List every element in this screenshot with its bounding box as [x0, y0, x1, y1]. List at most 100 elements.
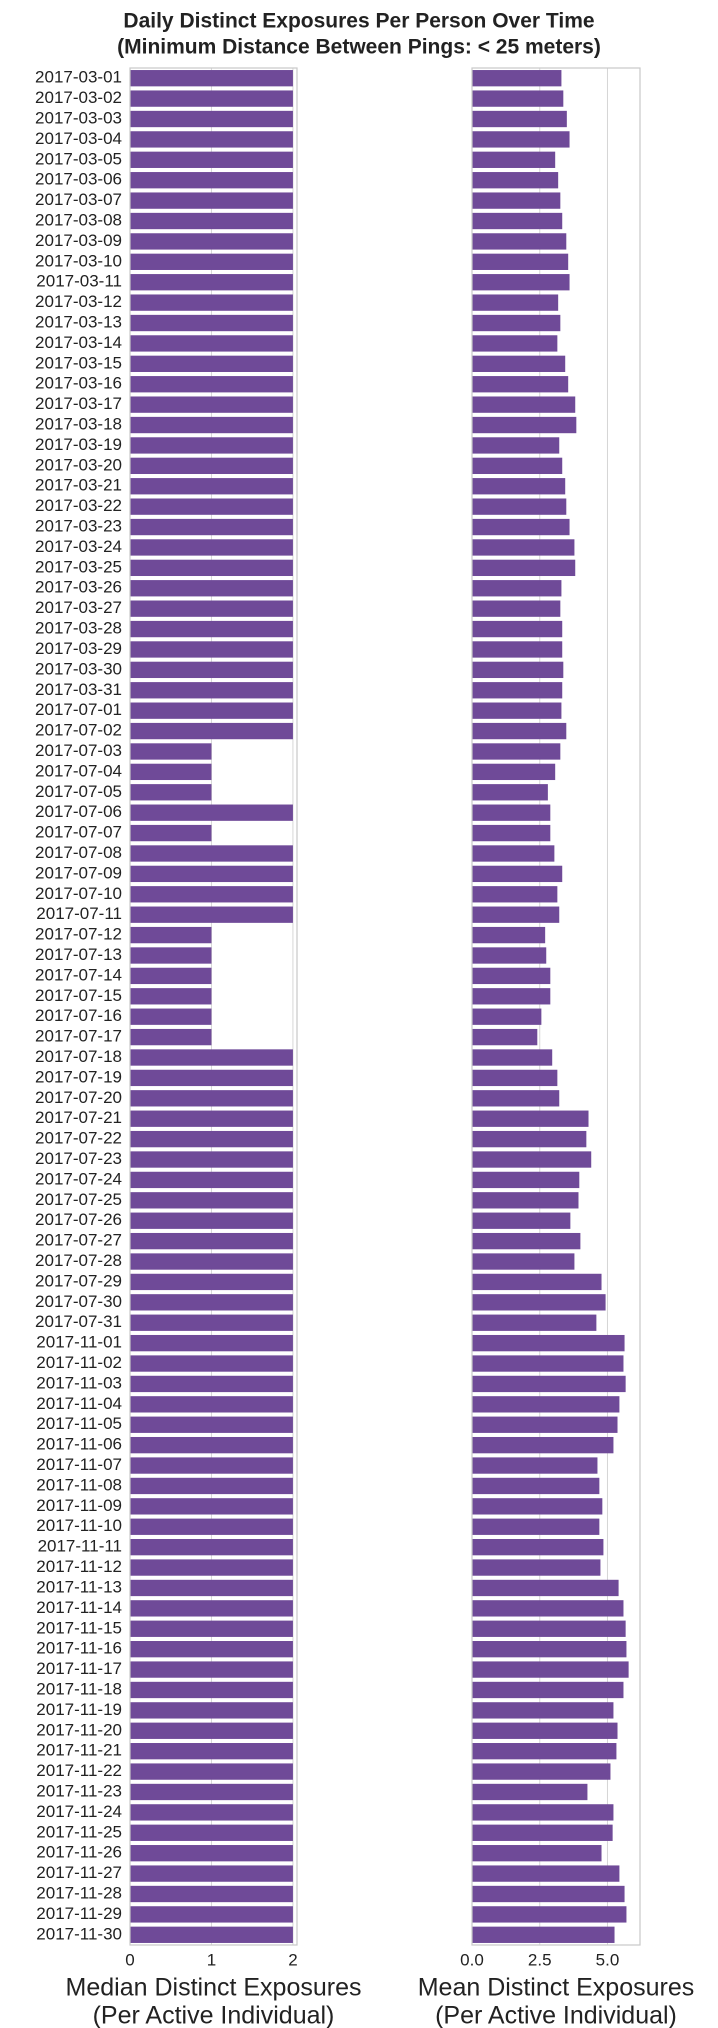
bar	[472, 988, 551, 1005]
bar	[472, 1641, 627, 1658]
y-tick-label: 2017-07-12	[35, 925, 122, 944]
y-tick-label: 2017-11-01	[36, 1333, 122, 1352]
bar	[130, 1355, 293, 1372]
bar	[472, 824, 551, 842]
y-tick-label: 2017-07-08	[35, 843, 122, 862]
bar	[472, 1130, 587, 1148]
chart-subtitle: (Minimum Distance Between Pings: < 25 me…	[117, 36, 601, 59]
bar	[130, 172, 293, 189]
bar	[472, 294, 559, 311]
y-tick-label: 2017-07-30	[35, 1292, 122, 1311]
y-tick-label: 2017-07-17	[35, 1027, 122, 1046]
y-tick-label: 2017-11-29	[36, 1904, 122, 1923]
bar	[130, 988, 212, 1005]
y-tick-label: 2017-07-15	[35, 986, 122, 1005]
bar	[130, 192, 293, 209]
bar	[130, 416, 293, 434]
y-tick-label: 2017-07-22	[35, 1129, 122, 1148]
y-tick-label: 2017-11-12	[36, 1557, 122, 1576]
y-tick-label: 2017-11-08	[36, 1475, 122, 1494]
y-tick-label: 2017-11-26	[36, 1843, 122, 1862]
bar	[130, 1232, 293, 1250]
y-tick-label: 2017-11-21	[36, 1741, 122, 1760]
bar	[130, 580, 293, 597]
bar	[130, 682, 293, 699]
axes-frame	[129, 67, 298, 1946]
y-tick-label: 2017-11-27	[36, 1863, 122, 1882]
bar	[130, 437, 293, 454]
bar	[472, 1110, 589, 1127]
bar	[472, 1436, 614, 1454]
y-tick-label: 2017-11-15	[36, 1618, 122, 1637]
bar	[130, 70, 293, 87]
y-tick-label: 2017-03-11	[36, 272, 122, 291]
bar	[472, 518, 570, 536]
y-tick-label: 2017-11-17	[36, 1659, 122, 1678]
bar	[472, 376, 569, 393]
y-tick-label: 2017-11-16	[36, 1639, 122, 1658]
bar	[130, 1069, 293, 1087]
bar	[130, 1538, 293, 1556]
bar	[472, 1396, 620, 1413]
bar	[472, 1559, 601, 1576]
y-tick-label: 2017-07-18	[35, 1047, 122, 1066]
y-tick-label: 2017-03-04	[35, 129, 122, 148]
y-tick-label: 2017-07-20	[35, 1088, 122, 1107]
bar	[130, 1681, 293, 1699]
y-tick-label: 2017-03-10	[35, 251, 122, 270]
bar	[472, 1049, 553, 1066]
x-tick-label: 1	[207, 1950, 216, 1969]
bar	[472, 1334, 625, 1352]
bar	[130, 131, 293, 148]
bar	[130, 1375, 293, 1393]
y-tick-label: 2017-03-14	[35, 333, 122, 352]
bar	[472, 661, 564, 679]
y-tick-label: 2017-03-22	[35, 496, 122, 515]
bar	[130, 886, 293, 903]
bar	[472, 1518, 600, 1535]
bar	[130, 1212, 293, 1229]
y-tick-label: 2017-11-24	[36, 1802, 122, 1821]
y-tick-label: 2017-07-07	[35, 823, 122, 842]
bar	[472, 1151, 592, 1168]
bar	[130, 1702, 293, 1719]
bar	[472, 1212, 571, 1229]
bar	[472, 457, 563, 475]
bar	[130, 1273, 293, 1291]
bar	[130, 1008, 212, 1025]
y-tick-label: 2017-03-13	[35, 313, 122, 332]
bar	[472, 131, 570, 148]
y-tick-label: 2017-11-09	[36, 1496, 122, 1515]
bar	[130, 212, 293, 230]
bar	[472, 1355, 624, 1372]
y-tick-label: 2017-11-07	[36, 1455, 122, 1474]
bar	[472, 1416, 618, 1433]
bar	[472, 1885, 625, 1903]
y-tick-label: 2017-07-31	[35, 1312, 122, 1331]
bar	[472, 355, 566, 372]
bar	[472, 192, 561, 209]
bar	[472, 1681, 624, 1699]
bar	[472, 702, 562, 719]
y-tick-label: 2017-11-28	[36, 1883, 122, 1902]
bar	[472, 1498, 603, 1515]
bar	[130, 1743, 293, 1760]
y-tick-label: 2017-07-09	[35, 863, 122, 882]
bar	[130, 641, 293, 658]
bar	[472, 1477, 600, 1495]
bar	[472, 1232, 581, 1250]
bar	[472, 1804, 614, 1821]
bar	[130, 1192, 293, 1209]
bar	[130, 1457, 293, 1474]
y-tick-label: 2017-03-17	[35, 394, 122, 413]
y-tick-label: 2017-03-25	[35, 557, 122, 576]
y-tick-label: 2017-11-05	[36, 1414, 122, 1433]
bar	[472, 1253, 575, 1270]
bar	[130, 743, 212, 760]
y-tick-label: 2017-07-23	[35, 1149, 122, 1168]
bar	[130, 1028, 212, 1046]
y-tick-label: 2017-11-03	[36, 1373, 122, 1392]
y-tick-label: 2017-03-26	[35, 578, 122, 597]
y-tick-label: 2017-03-01	[35, 68, 122, 87]
bar	[472, 1375, 626, 1393]
